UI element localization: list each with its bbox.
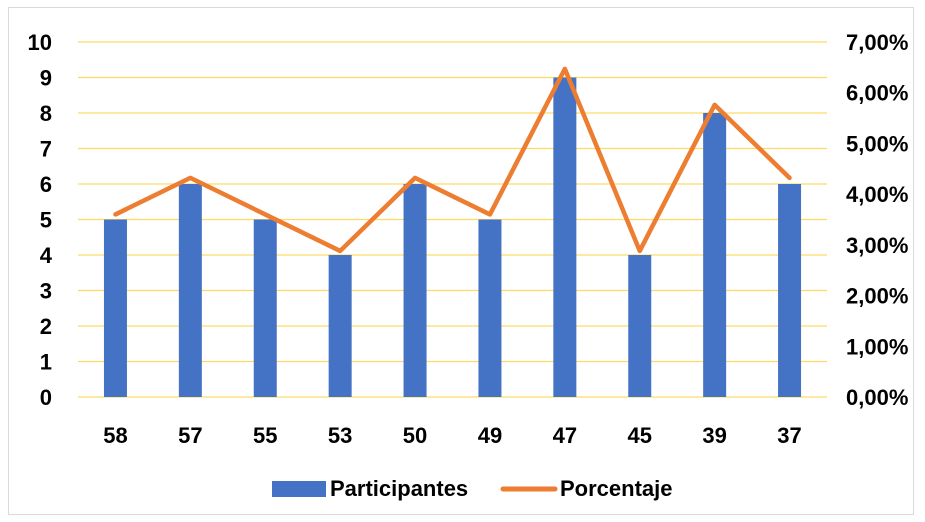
y-tick-label: 4: [40, 243, 53, 268]
y-tick-label: 10: [28, 30, 52, 55]
x-tick-label: 53: [328, 423, 352, 448]
y-tick-label: 8: [40, 101, 52, 126]
y2-tick-label: 2,00%: [846, 284, 908, 309]
y-tick-label: 6: [40, 172, 52, 197]
y-tick-label: 3: [40, 279, 52, 304]
bar-47: [553, 78, 576, 398]
legend: Participantes Porcentaje: [272, 476, 673, 501]
y2-tick-label: 7,00%: [846, 30, 908, 55]
y-tick-label: 1: [40, 350, 52, 375]
x-tick-label: 57: [178, 423, 202, 448]
x-axis-ticks: 58 57 55 53 50 49 47 45 39 37: [103, 423, 802, 448]
x-tick-label: 49: [478, 423, 502, 448]
x-tick-label: 50: [403, 423, 427, 448]
legend-swatch-participantes: [272, 481, 326, 497]
bar-58: [104, 220, 127, 398]
left-axis-ticks: 0 1 2 3 4 5 6 7 8 9 10: [28, 30, 53, 410]
bar-49: [478, 220, 501, 398]
y2-tick-label: 0,00%: [846, 385, 908, 410]
bar-45: [628, 255, 651, 397]
x-tick-label: 55: [253, 423, 277, 448]
y2-tick-label: 6,00%: [846, 81, 908, 106]
y-tick-label: 2: [40, 314, 52, 339]
y2-tick-label: 5,00%: [846, 131, 908, 156]
bar-53: [329, 255, 352, 397]
y2-tick-label: 3,00%: [846, 233, 908, 258]
y-tick-label: 7: [40, 137, 52, 162]
porcentaje-line: [115, 69, 789, 251]
right-axis-ticks: 0,00% 1,00% 2,00% 3,00% 4,00% 5,00% 6,00% 7,00%: [846, 30, 908, 410]
y-tick-label: 9: [40, 66, 52, 91]
x-tick-label: 47: [553, 423, 577, 448]
x-tick-label: 58: [103, 423, 127, 448]
y-tick-label: 5: [40, 208, 52, 233]
bar-37: [778, 184, 801, 397]
bar-57: [179, 184, 202, 397]
y2-tick-label: 4,00%: [846, 182, 908, 207]
bar-series: [104, 78, 801, 398]
bar-39: [703, 113, 726, 397]
y2-tick-label: 1,00%: [846, 334, 908, 359]
x-tick-label: 37: [777, 423, 801, 448]
legend-label-participantes: Participantes: [330, 476, 468, 501]
line-series: [115, 69, 789, 251]
bar-50: [404, 184, 427, 397]
x-tick-label: 39: [702, 423, 726, 448]
x-tick-label: 45: [628, 423, 652, 448]
bar-55: [254, 220, 277, 398]
legend-label-porcentaje: Porcentaje: [560, 476, 673, 501]
y-tick-label: 0: [40, 385, 52, 410]
